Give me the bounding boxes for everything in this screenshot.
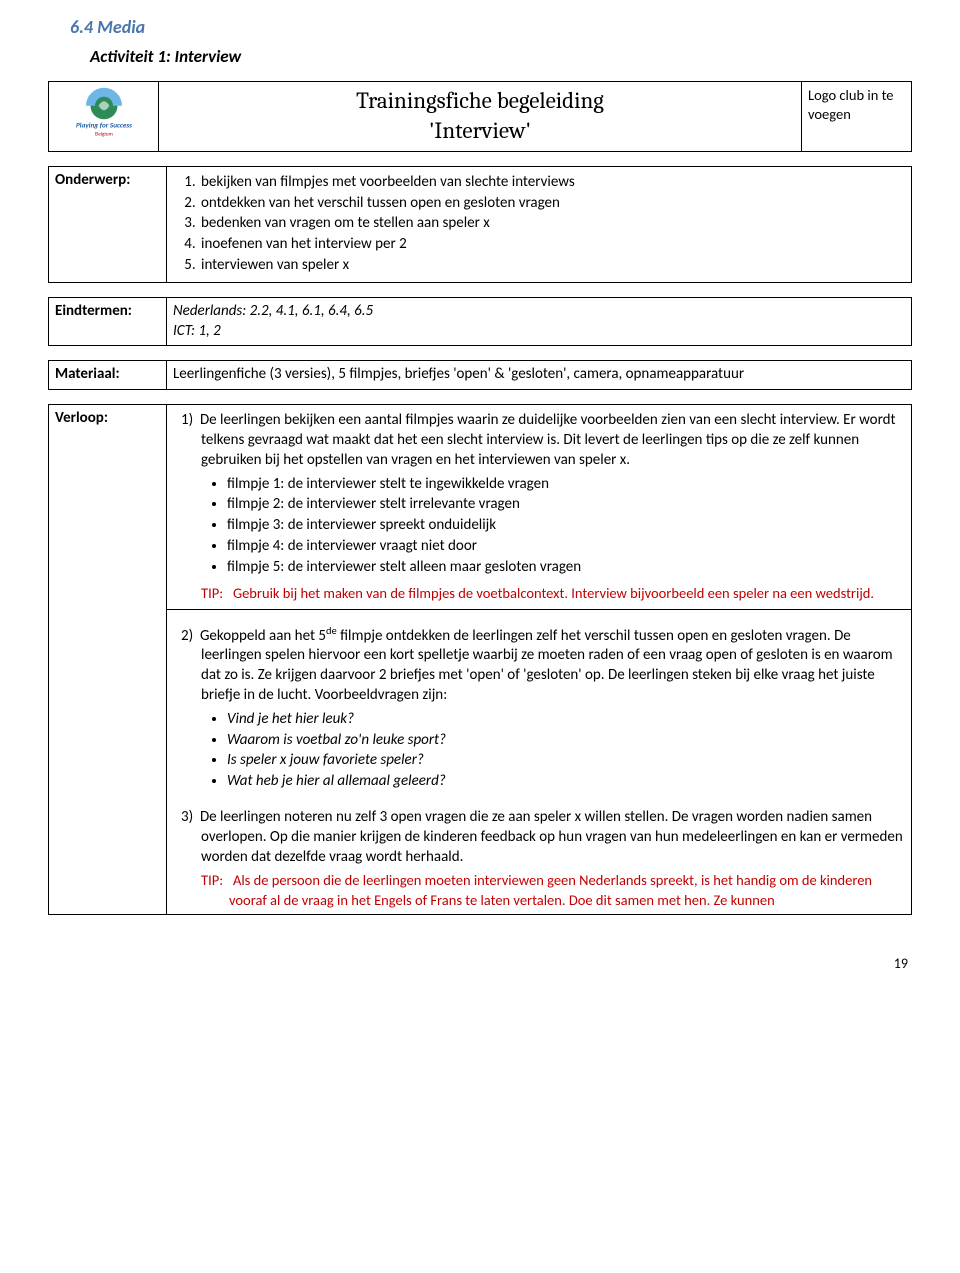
item2-text-a: Gekoppeld aan het 5 — [200, 627, 326, 645]
verloop-item-1: 1) De leerlingen bekijken een aantal fil… — [201, 411, 905, 470]
list-item: Vind je het hier leuk? — [227, 710, 905, 730]
logo-subtext: Belgium — [95, 132, 113, 138]
item3-num: 3) — [181, 808, 193, 826]
activity-title: Activiteit 1: Interview — [90, 46, 912, 67]
tip3-text: Als de persoon die de leerlingen moeten … — [229, 871, 872, 908]
header-title-line2: 'Interview' — [429, 117, 531, 144]
eindtermen-content: Nederlands: 2.2, 4.1, 6.1, 6.4, 6.5 ICT:… — [167, 297, 912, 346]
eindtermen-line2: ICT: 1, 2 — [173, 322, 221, 340]
list-item: interviewen van speler x — [199, 256, 905, 276]
list-item: bekijken van filmpjes met voorbeelden va… — [199, 173, 905, 193]
list-item: Wat heb je hier al allemaal geleerd? — [227, 772, 905, 792]
onderwerp-label: Onderwerp: — [49, 166, 167, 282]
verloop-content: 1) De leerlingen bekijken een aantal fil… — [167, 405, 912, 915]
list-item: filmpje 5: de interviewer stelt alleen m… — [227, 558, 905, 578]
item2-sup: de — [326, 624, 337, 637]
list-item: ontdekken van het verschil tussen open e… — [199, 194, 905, 214]
eindtermen-label: Eindtermen: — [49, 297, 167, 346]
item2-bullets: Vind je het hier leuk? Waarom is voetbal… — [209, 710, 905, 792]
divider — [167, 609, 911, 610]
list-item: filmpje 2: de interviewer stelt irreleva… — [227, 495, 905, 515]
page-number: 19 — [48, 955, 912, 972]
eindtermen-table: Eindtermen: Nederlands: 2.2, 4.1, 6.1, 6… — [48, 297, 912, 347]
materiaal-content: Leerlingenfiche (3 versies), 5 filmpjes,… — [167, 361, 912, 390]
logo-right-cell: Logo club in te voegen — [802, 82, 912, 152]
playing-for-success-logo-icon: Playing for Success Belgium — [58, 86, 150, 140]
header-title-cell: Trainingsfiche begeleiding 'Interview' — [159, 82, 802, 152]
onderwerp-table: Onderwerp: bekijken van filmpjes met voo… — [48, 166, 912, 283]
item1-bullets: filmpje 1: de interviewer stelt te ingew… — [209, 475, 905, 578]
logo-left-cell: Playing for Success Belgium — [49, 82, 159, 152]
logo-text: Playing for Success — [75, 120, 131, 129]
verloop-table: Verloop: 1) De leerlingen bekijken een a… — [48, 404, 912, 915]
onderwerp-list: bekijken van filmpjes met voorbeelden va… — [177, 173, 905, 276]
materiaal-table: Materiaal: Leerlingenfiche (3 versies), … — [48, 360, 912, 390]
section-heading: 6.4 Media — [70, 16, 912, 38]
verloop-item-3: 3) De leerlingen noteren nu zelf 3 open … — [201, 808, 905, 867]
item1-text: De leerlingen bekijken een aantal filmpj… — [200, 411, 896, 469]
list-item: filmpje 3: de interviewer spreekt onduid… — [227, 516, 905, 536]
tip3-label: TIP: — [201, 871, 223, 889]
header-table: Playing for Success Belgium Trainingsfic… — [48, 81, 912, 152]
item3-text: De leerlingen noteren nu zelf 3 open vra… — [200, 808, 903, 866]
tip-1: TIP: Gebruik bij het maken van de filmpj… — [229, 584, 905, 603]
verloop-label: Verloop: — [49, 405, 167, 915]
item1-num: 1) — [181, 411, 193, 429]
tip-3: TIP: Als de persoon die de leerlingen mo… — [229, 871, 905, 909]
list-item: inoefenen van het interview per 2 — [199, 235, 905, 255]
materiaal-label: Materiaal: — [49, 361, 167, 390]
tip1-text: Gebruik bij het maken van de filmpjes de… — [233, 584, 874, 602]
list-item: Waarom is voetbal zo'n leuke sport? — [227, 731, 905, 751]
list-item: Is speler x jouw favoriete speler? — [227, 751, 905, 771]
eindtermen-line1: Nederlands: 2.2, 4.1, 6.1, 6.4, 6.5 — [173, 302, 373, 320]
item2-num: 2) — [181, 627, 193, 645]
onderwerp-content: bekijken van filmpjes met voorbeelden va… — [167, 166, 912, 282]
list-item: filmpje 1: de interviewer stelt te ingew… — [227, 475, 905, 495]
list-item: filmpje 4: de interviewer vraagt niet do… — [227, 537, 905, 557]
list-item: bedenken van vragen om te stellen aan sp… — [199, 214, 905, 234]
verloop-item-2: 2) Gekoppeld aan het 5de filmpje ontdekk… — [201, 624, 905, 706]
header-title-line1: Trainingsfiche begeleiding — [356, 87, 604, 114]
tip1-label: TIP: — [201, 584, 223, 602]
